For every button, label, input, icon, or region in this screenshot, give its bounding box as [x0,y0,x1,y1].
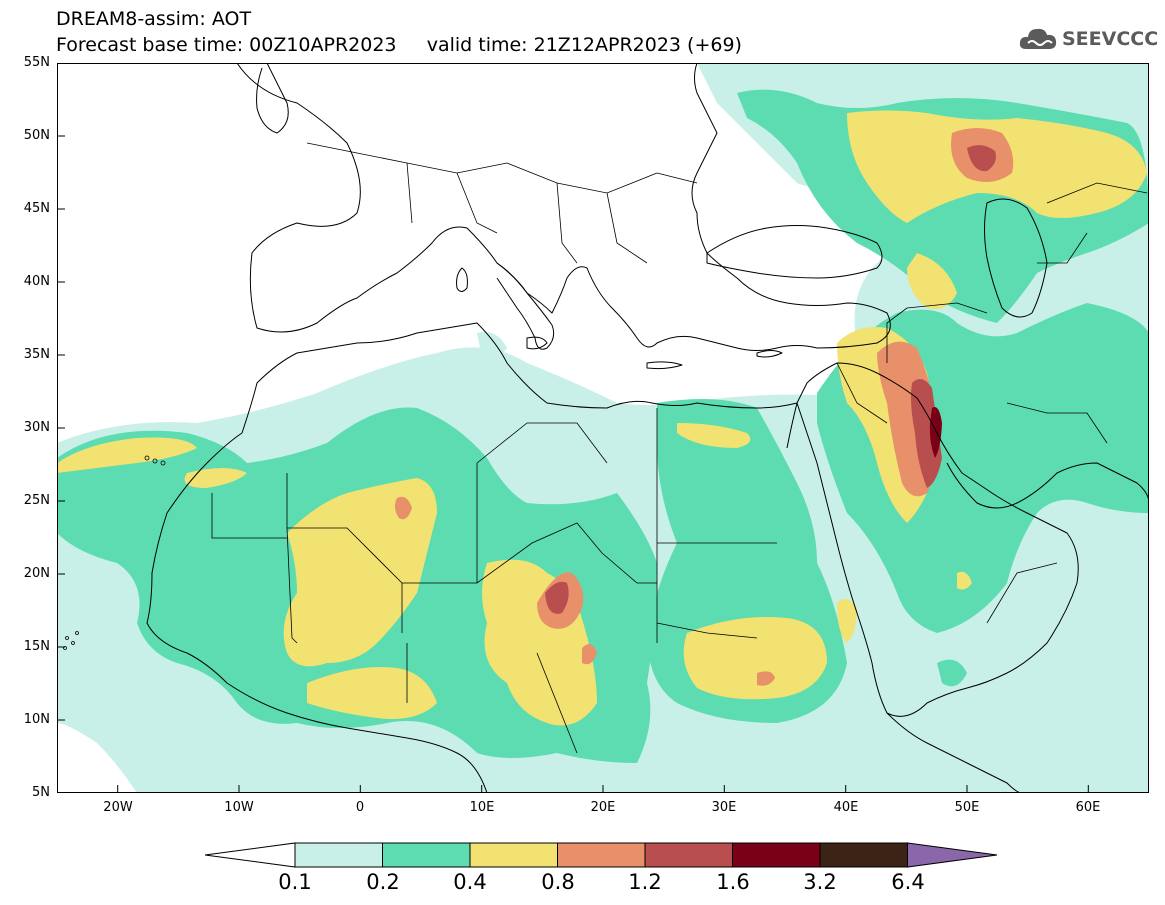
y-tick-label: 10N [23,712,50,727]
borders [211,142,1148,754]
legend-arrow-high [907,842,998,868]
legend-label: 0.2 [366,870,400,894]
legend-label: 0.8 [541,870,575,894]
x-tick-label: 40E [833,800,859,815]
x-tick-label: 10W [224,800,254,815]
x-tick-label: 50E [954,800,980,815]
aot-map [57,63,1149,793]
legend-swatch [469,842,558,868]
legend-swatch [382,842,471,868]
x-tick-label: 0 [355,800,365,815]
y-tick-label: 40N [23,274,50,289]
y-tick-label: 25N [23,493,50,508]
y-tick-label: 35N [23,347,50,362]
cloud-icon [1019,28,1057,49]
forecast-time-subtitle: Forecast base time: 00Z10APR2023 valid t… [56,34,742,56]
y-tick-label: 20N [23,566,50,581]
y-tick-label: 45N [23,201,50,216]
y-tick-label: 5N [32,785,50,800]
legend-swatch [557,842,646,868]
map-title: DREAM8-assim: AOT [56,8,252,30]
legend-label: 0.4 [453,870,487,894]
x-tick-label: 20W [103,800,133,815]
legend-label: 1.6 [716,870,750,894]
seevccc-logo: SEEVCCC [1018,22,1158,56]
x-tick-label: 10E [469,800,495,815]
y-tick-label: 55N [23,55,50,70]
legend-label: 3.2 [803,870,837,894]
legend-swatch [819,842,908,868]
legend-label: 0.1 [278,870,312,894]
legend-swatch [644,842,733,868]
y-tick-label: 50N [23,128,50,143]
aot-band-1.6 [929,407,942,458]
coastlines [146,63,1149,793]
x-tick-label: 60E [1075,800,1101,815]
x-tick-label: 30E [711,800,737,815]
legend-label: 1.2 [628,870,662,894]
y-tick-label: 15N [23,639,50,654]
legend-swatch [732,842,821,868]
axis-ticks [57,63,1089,793]
legend-arrow-low [205,842,296,868]
legend-swatch [294,842,383,868]
logo-text: SEEVCCC [1062,28,1159,50]
x-tick-label: 20E [590,800,616,815]
y-tick-label: 30N [23,420,50,435]
aot-band-1.2 [545,145,996,614]
legend-label: 6.4 [891,870,925,894]
color-legend [205,842,998,868]
